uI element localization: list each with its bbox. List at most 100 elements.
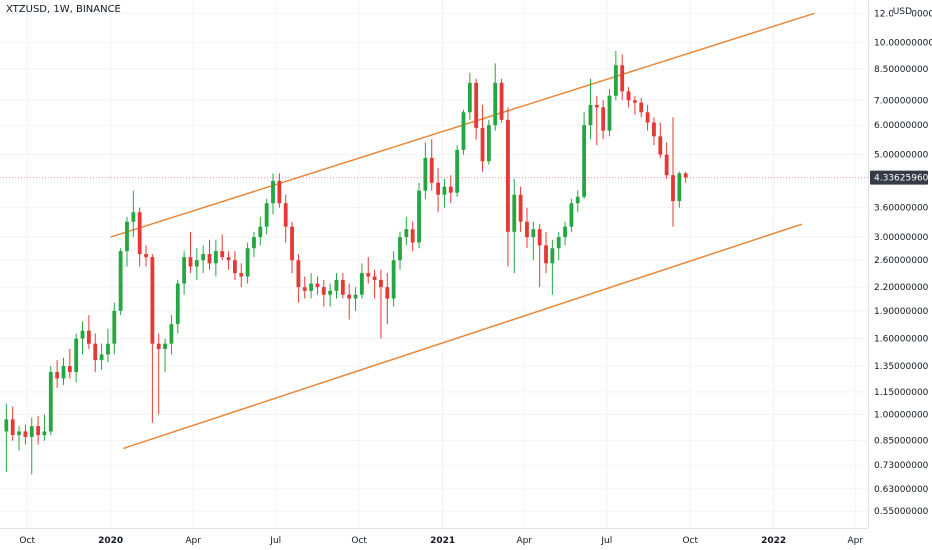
candle (99, 343, 104, 370)
time-axis[interactable]: Oct 2020 Apr Jul Oct 2021 Apr Jul Oct 2022 Apr (19, 536, 863, 546)
candle-body (182, 257, 187, 284)
candle-body (607, 95, 612, 131)
candle (334, 273, 339, 299)
candle-body (42, 431, 47, 436)
candle (340, 273, 345, 299)
current-price-tag: 4.33625960 (0, 170, 929, 185)
candle-body (620, 65, 625, 92)
candle (379, 269, 383, 339)
candle-body (518, 194, 523, 222)
candle (29, 417, 34, 475)
candle-body (175, 283, 180, 325)
candle (233, 251, 237, 280)
time-tick-label: Apr (185, 536, 201, 546)
candle (506, 107, 510, 267)
candle-body (486, 125, 491, 162)
time-tick-label: Oct (682, 536, 698, 546)
candle (125, 216, 129, 267)
candle (588, 78, 593, 140)
candle-body (417, 190, 421, 243)
candle (150, 254, 155, 423)
candle-body (245, 248, 250, 277)
candle-body (239, 273, 244, 277)
price-tick-label: 10.00000000 (874, 39, 932, 49)
candle-body (467, 82, 472, 113)
price-tick-label: 5.00000000 (874, 151, 929, 161)
price-tick-label: 2.60000000 (874, 256, 929, 266)
candle-body (163, 343, 167, 349)
candle-body (4, 419, 9, 432)
candle (391, 251, 396, 307)
candle (544, 231, 548, 274)
candle (10, 406, 15, 441)
candle-body (671, 175, 675, 202)
candle (283, 194, 288, 243)
current-price-value: 4.33625960 (874, 174, 929, 184)
candle-body (366, 273, 371, 277)
candle (353, 287, 358, 311)
candle-body (194, 260, 199, 267)
candle (264, 198, 269, 235)
price-tick-label: 0.85000000 (874, 437, 929, 447)
candle-body (512, 194, 517, 232)
price-tick-label: 6.00000000 (874, 121, 929, 131)
candle-body (594, 104, 599, 108)
candle-body (601, 107, 606, 131)
current-price-badge (870, 170, 928, 185)
price-tick-label: 1.60000000 (874, 335, 929, 345)
candle-body (550, 248, 555, 264)
candle (632, 95, 637, 115)
candle-body (93, 343, 98, 361)
candle-body (10, 419, 15, 436)
candle-body (258, 226, 263, 238)
candle (620, 54, 625, 101)
candle (347, 283, 352, 320)
candle-body (385, 287, 390, 299)
candle (461, 109, 466, 155)
candle-body (632, 100, 637, 103)
candle-body (315, 283, 320, 288)
price-axis-background (868, 0, 932, 550)
candle (531, 221, 536, 261)
candle (201, 245, 206, 274)
time-tick-label: 2021 (430, 536, 455, 546)
candle-body (588, 104, 593, 126)
time-tick-label: 2020 (98, 536, 123, 546)
candle-body (264, 203, 269, 227)
candle (537, 224, 542, 288)
candle-body (252, 237, 256, 249)
currency-unit-label: USD (892, 7, 912, 17)
candle (74, 333, 79, 383)
candle-body (321, 287, 326, 295)
candle (156, 333, 161, 415)
candle (296, 254, 301, 303)
candle-body (442, 186, 447, 195)
candle (213, 239, 218, 277)
lower-channel-trendline[interactable] (123, 223, 803, 450)
candle-body (582, 125, 587, 197)
price-tick-label: 1.00000000 (874, 410, 929, 420)
candle-body (423, 157, 428, 191)
candle (645, 104, 650, 131)
candle-body (569, 203, 574, 227)
candle (271, 173, 275, 215)
candle-body (36, 426, 40, 436)
candle-body (652, 122, 656, 137)
candle (594, 95, 599, 146)
candle-body (474, 82, 479, 128)
candle (118, 248, 123, 316)
candle (169, 315, 174, 355)
candle (607, 89, 612, 137)
candle-body (404, 229, 409, 238)
candle-body (461, 112, 466, 150)
candle (474, 78, 479, 140)
trendlines (110, 12, 815, 450)
price-tick-label: 3.60000000 (874, 204, 929, 214)
candle-body (48, 372, 53, 432)
candle-body (372, 276, 377, 280)
price-tick-label: 7.00000000 (874, 96, 929, 106)
candle (48, 365, 53, 436)
candle (194, 248, 199, 280)
candle (4, 403, 9, 473)
